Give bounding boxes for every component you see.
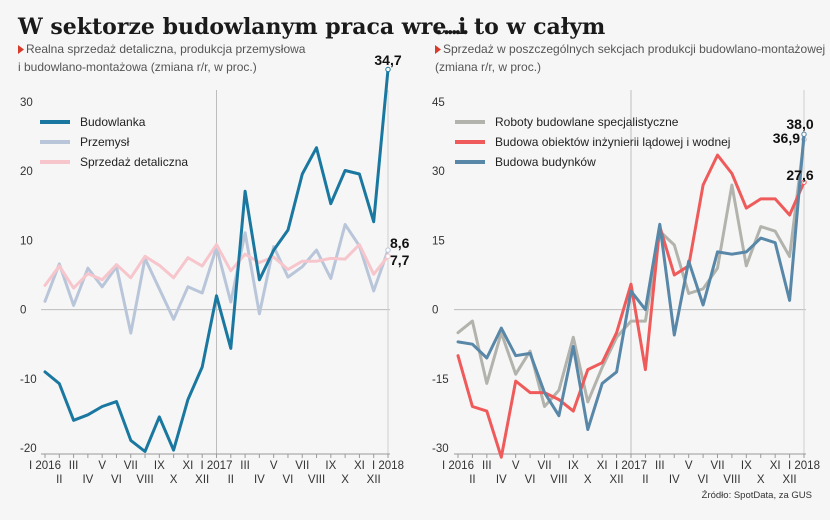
- left-x-tick-label: IX: [325, 460, 336, 472]
- left-end-value-label: 34,7: [374, 52, 401, 68]
- right-y-tick-label: -30: [432, 443, 449, 455]
- right-x-tick-label: III: [482, 460, 492, 472]
- left-y-tick-label: 0: [20, 305, 26, 317]
- right-x-tick-label: XI: [770, 460, 781, 472]
- left-x-tick-label: I 2016: [29, 460, 61, 472]
- left-x-tick-label: III: [69, 460, 79, 472]
- right-x-tick-label: IX: [568, 460, 579, 472]
- left-series-end-point: [385, 253, 391, 260]
- left-x-tick-label: II: [228, 474, 234, 486]
- right-legend-label: Budowa obiektów inżynierii lądowej i wod…: [495, 135, 730, 149]
- left-y-tick-label: -20: [20, 443, 37, 455]
- left-x-tick-label: III: [240, 460, 250, 472]
- right-x-tick-label: VI: [525, 474, 536, 486]
- right-x-tick-label: VI: [698, 474, 709, 486]
- left-x-tick-label: XII: [367, 474, 381, 486]
- left-x-tick-label: VIII: [136, 474, 153, 486]
- right-x-tick-label: VIII: [723, 474, 740, 486]
- left-x-tick-label: VIII: [308, 474, 325, 486]
- right-y-tick-label: 0: [432, 305, 438, 317]
- right-x-tick-label: XII: [783, 474, 797, 486]
- right-x-tick-label: IV: [669, 474, 680, 486]
- left-chart-title: W sektorze budowlanym praca wre...: [17, 14, 469, 40]
- left-y-tick-label: 10: [20, 235, 33, 247]
- right-series-line-roboty-budowlane-specjalistyczne: [456, 137, 806, 408]
- right-chart-title: ...i to w całym: [435, 14, 605, 40]
- right-series-end-point: [801, 131, 807, 137]
- right-legend-label: Roboty budowlane specjalistyczne: [495, 115, 679, 129]
- left-legend-label: Sprzedaż detaliczna: [80, 155, 188, 169]
- right-x-tick-label: IV: [496, 474, 507, 486]
- left-x-tick-label: I 2017: [201, 460, 233, 472]
- right-y-tick-label: 15: [432, 235, 445, 247]
- left-series-line-sprzedaż-detaliczna: [43, 243, 390, 290]
- right-subtitle-marker-icon: [435, 45, 441, 54]
- left-x-tick-label: IX: [154, 460, 165, 472]
- right-end-value-label: 27,6: [786, 167, 813, 183]
- right-end-value-label: 38,0: [786, 116, 813, 132]
- right-x-tick-label: II: [469, 474, 475, 486]
- left-series-end-point: [385, 66, 391, 73]
- left-series-line-budowlanka: [43, 68, 390, 453]
- right-series-line-budowa-obiektów-inżynierii-lądowej-i-wodnej: [456, 153, 806, 459]
- left-end-value-label: 7,7: [390, 252, 410, 268]
- left-series-end-point: [385, 247, 391, 253]
- right-y-tick-label: -15: [432, 374, 449, 386]
- right-x-tick-label: I 2017: [615, 460, 647, 472]
- right-series-line-budowa-budynków: [456, 132, 806, 431]
- left-x-tick-label: II: [56, 474, 62, 486]
- left-x-tick-label: XI: [182, 460, 193, 472]
- left-x-tick-label: X: [341, 474, 349, 486]
- left-end-value-label: 8,6: [390, 235, 410, 251]
- right-x-tick-label: VIII: [550, 474, 567, 486]
- left-x-tick-label: V: [98, 460, 106, 472]
- left-legend-label: Budowlanka: [80, 115, 146, 129]
- left-subtitle-line-1: Realna sprzedaż detaliczna, produkcja pr…: [26, 42, 306, 56]
- right-x-tick-label: XII: [610, 474, 624, 486]
- left-y-tick-label: 20: [20, 166, 33, 178]
- right-x-tick-label: V: [685, 460, 693, 472]
- left-y-tick-label: -10: [20, 374, 37, 386]
- left-x-tick-label: V: [270, 460, 278, 472]
- right-y-tick-label: 30: [432, 166, 445, 178]
- right-subtitle-line-2: (zmiana r/r, w proc.): [435, 60, 541, 74]
- right-x-tick-label: IX: [741, 460, 752, 472]
- right-x-tick-label: X: [757, 474, 765, 486]
- right-y-tick-label: 45: [432, 97, 445, 109]
- left-x-tick-label: IV: [82, 474, 93, 486]
- left-y-tick-label: 30: [20, 97, 33, 109]
- left-x-tick-label: X: [170, 474, 178, 486]
- right-x-tick-label: I 2018: [788, 460, 820, 472]
- right-x-tick-label: V: [512, 460, 520, 472]
- left-x-tick-label: VII: [124, 460, 138, 472]
- source-note: Źródło: SpotData, za GUS: [702, 490, 812, 501]
- left-subtitle-marker-icon: [18, 45, 24, 54]
- left-subtitle-line-2: i budowlano-montażowa (zmiana r/r, w pro…: [18, 60, 257, 74]
- right-series-end-point: [801, 179, 807, 185]
- right-x-tick-label: II: [642, 474, 648, 486]
- right-x-tick-label: VII: [537, 460, 551, 472]
- right-end-value-label: 36,9: [773, 130, 800, 146]
- right-x-tick-label: I 2016: [442, 460, 474, 472]
- left-x-tick-label: VI: [111, 474, 122, 486]
- right-subtitle-line-1: Sprzedaż w poszczególnych sekcjach produ…: [443, 42, 825, 56]
- right-x-tick-label: X: [584, 474, 592, 486]
- right-x-tick-label: VII: [710, 460, 724, 472]
- left-x-tick-label: VII: [295, 460, 309, 472]
- left-x-tick-label: XI: [354, 460, 365, 472]
- left-x-tick-label: IV: [254, 474, 265, 486]
- left-x-tick-label: XII: [195, 474, 209, 486]
- left-x-tick-label: VI: [283, 474, 294, 486]
- right-x-tick-label: XI: [597, 460, 608, 472]
- left-x-tick-label: I 2018: [372, 460, 404, 472]
- right-legend-label: Budowa budynków: [495, 155, 596, 169]
- left-legend-label: Przemysł: [80, 135, 130, 149]
- right-x-tick-label: III: [655, 460, 665, 472]
